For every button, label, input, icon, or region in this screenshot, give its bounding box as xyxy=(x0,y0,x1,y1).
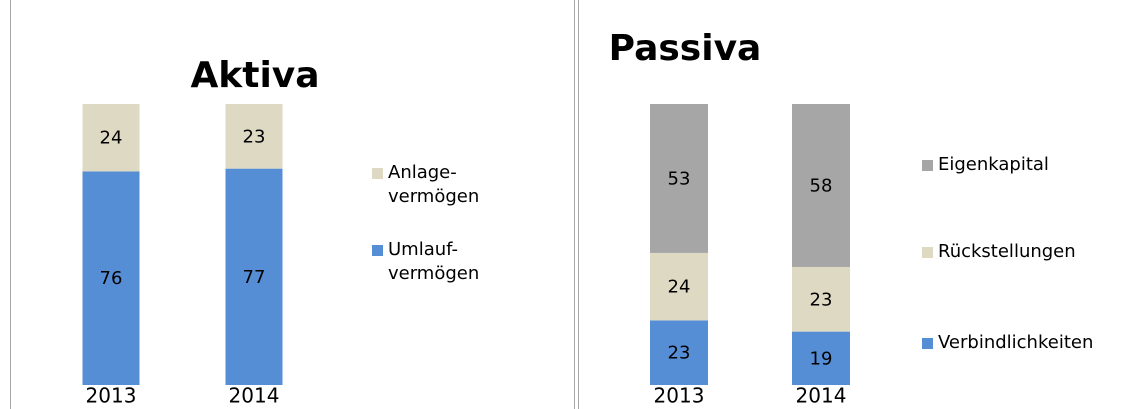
bar-segment xyxy=(225,104,283,169)
bar-segment xyxy=(792,266,850,332)
data-label: 23 xyxy=(810,289,833,310)
bar-segment xyxy=(792,331,850,385)
data-label: 58 xyxy=(810,175,833,196)
bar-segment xyxy=(792,104,850,267)
legend-swatch xyxy=(372,245,383,256)
x-tick-label: 2014 xyxy=(229,384,280,408)
x-tick-label: 2014 xyxy=(796,384,847,408)
chart-title: Passiva xyxy=(609,28,762,69)
x-tick-label: 2013 xyxy=(654,384,705,408)
bar-segment xyxy=(650,320,708,385)
data-label: 76 xyxy=(100,268,123,289)
chart-title: Aktiva xyxy=(190,55,319,96)
legend-swatch xyxy=(372,168,383,179)
bar-segment xyxy=(82,104,140,172)
bar-segment xyxy=(650,104,708,253)
legend-swatch xyxy=(922,338,933,349)
legend-label: Rückstellungen xyxy=(938,241,1076,262)
data-label: 19 xyxy=(810,348,833,369)
legend-label: Umlauf- vermögen xyxy=(388,239,480,284)
data-label: 23 xyxy=(668,343,691,364)
data-label: 77 xyxy=(243,267,266,288)
bar-segment xyxy=(650,252,708,321)
data-label: 24 xyxy=(668,277,691,298)
legend-swatch xyxy=(922,160,933,171)
bar-segment xyxy=(225,168,283,385)
legend-label: Eigenkapital xyxy=(938,154,1049,175)
panel-border xyxy=(10,0,575,409)
panel-border xyxy=(578,0,579,409)
data-label: 24 xyxy=(100,128,123,149)
bar-segment xyxy=(82,171,140,385)
legend-label: Anlage- vermögen xyxy=(388,162,480,207)
legend-swatch xyxy=(922,247,933,258)
legend-label: Verbindlichkeiten xyxy=(938,332,1094,353)
x-tick-label: 2013 xyxy=(86,384,137,408)
data-label: 53 xyxy=(668,168,691,189)
data-label: 23 xyxy=(243,126,266,147)
